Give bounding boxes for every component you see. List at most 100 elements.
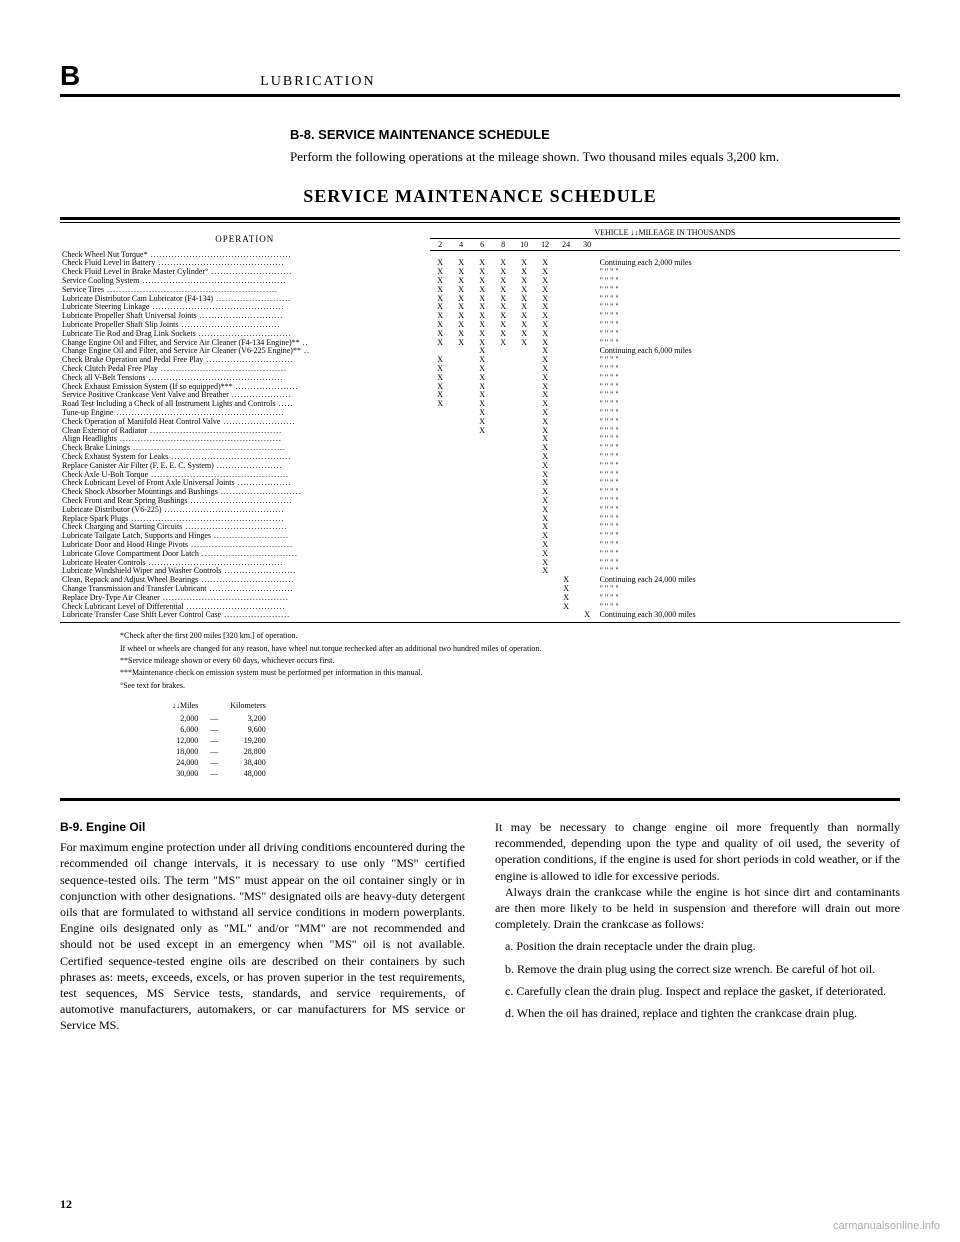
mark-cell xyxy=(430,603,451,612)
mark-cell xyxy=(535,576,556,585)
mark-cell: X xyxy=(577,611,598,620)
mark-cell xyxy=(514,471,535,480)
mark-cell xyxy=(430,471,451,480)
mark-cell xyxy=(472,603,493,612)
continuing-cell: " " " " xyxy=(598,374,900,383)
continuing-cell: " " " " xyxy=(598,295,900,304)
mark-cell xyxy=(514,391,535,400)
mark-cell xyxy=(577,576,598,585)
mark-cell xyxy=(472,471,493,480)
mark-cell xyxy=(556,497,577,506)
continuing-cell: " " " " xyxy=(598,321,900,330)
mark-cell xyxy=(472,479,493,488)
mark-cell xyxy=(556,356,577,365)
mark-cell xyxy=(514,365,535,374)
watermark: carmanualsonline.info xyxy=(833,1220,940,1232)
mark-cell xyxy=(430,462,451,471)
mark-cell xyxy=(514,488,535,497)
mark-cell xyxy=(577,347,598,356)
mark-cell xyxy=(577,365,598,374)
continuing-cell: " " " " xyxy=(598,365,900,374)
continuing-cell: " " " " xyxy=(598,479,900,488)
mark-cell xyxy=(514,506,535,515)
km-row: 6,000—9,600 xyxy=(172,725,276,734)
mark-cell xyxy=(577,409,598,418)
km-cell: — xyxy=(210,747,228,756)
continuing-cell: " " " " xyxy=(598,391,900,400)
mark-cell xyxy=(430,559,451,568)
mark-cell xyxy=(430,611,451,620)
mark-cell xyxy=(430,479,451,488)
mark-cell xyxy=(514,453,535,462)
mark-cell xyxy=(430,523,451,532)
mark-cell xyxy=(514,418,535,427)
mark-cell xyxy=(430,585,451,594)
mark-cell xyxy=(430,435,451,444)
mark-cell xyxy=(472,567,493,576)
mark-cell xyxy=(451,567,472,576)
mark-cell xyxy=(493,400,514,409)
mileage-col-header: 4 xyxy=(451,239,472,251)
mark-cell xyxy=(577,339,598,348)
mark-cell xyxy=(514,532,535,541)
mark-cell xyxy=(472,611,493,620)
mark-cell xyxy=(451,418,472,427)
mileage-col-header: 30 xyxy=(577,239,598,251)
km-table: ↓↓MilesKilometers 2,000—3,2006,000—9,600… xyxy=(170,699,278,780)
km-row: 30,000—48,000 xyxy=(172,769,276,778)
mark-cell xyxy=(535,603,556,612)
b9-heading: B-9. Engine Oil xyxy=(60,819,465,835)
continuing-cell: " " " " xyxy=(598,383,900,392)
km-cell: — xyxy=(210,758,228,767)
mark-cell xyxy=(472,585,493,594)
mark-cell xyxy=(514,515,535,524)
mark-cell xyxy=(577,488,598,497)
mark-cell xyxy=(493,603,514,612)
mark-cell xyxy=(514,559,535,568)
mark-cell xyxy=(451,515,472,524)
mark-cell xyxy=(556,488,577,497)
km-cell: — xyxy=(210,769,228,778)
operation-cell: Lubricate Transfer Case Shift Lever Cont… xyxy=(60,611,430,620)
mark-cell xyxy=(451,479,472,488)
mark-cell: X xyxy=(472,427,493,436)
mark-cell xyxy=(472,515,493,524)
mark-cell xyxy=(451,488,472,497)
mark-cell xyxy=(493,391,514,400)
mark-cell xyxy=(577,506,598,515)
mileage-col-header: 12 xyxy=(535,239,556,251)
mark-cell xyxy=(493,365,514,374)
continuing-cell: " " " " xyxy=(598,471,900,480)
mark-cell xyxy=(451,365,472,374)
mark-cell xyxy=(577,277,598,286)
mark-cell xyxy=(493,506,514,515)
mark-cell xyxy=(514,550,535,559)
mark-cell xyxy=(514,479,535,488)
intro-block: B-8. SERVICE MAINTENANCE SCHEDULE Perfor… xyxy=(290,127,900,166)
mark-cell xyxy=(451,550,472,559)
mark-cell xyxy=(451,541,472,550)
mark-cell xyxy=(451,506,472,515)
mark-cell xyxy=(493,453,514,462)
mark-cell xyxy=(556,330,577,339)
continuing-cell: " " " " xyxy=(598,550,900,559)
cont-col-header xyxy=(598,239,900,251)
mark-cell xyxy=(430,497,451,506)
mark-cell xyxy=(577,251,598,260)
mark-cell xyxy=(556,453,577,462)
mark-cell xyxy=(577,312,598,321)
continuing-cell: " " " " xyxy=(598,488,900,497)
mark-cell xyxy=(577,594,598,603)
mark-cell xyxy=(472,506,493,515)
footnotes: *Check after the first 200 miles [320 km… xyxy=(120,631,900,691)
mark-cell xyxy=(514,611,535,620)
mark-cell xyxy=(577,550,598,559)
mark-cell xyxy=(514,444,535,453)
mark-cell xyxy=(493,550,514,559)
mark-cell xyxy=(556,418,577,427)
km-header-cell: ↓↓Miles xyxy=(172,701,208,712)
mark-cell xyxy=(556,435,577,444)
mark-cell xyxy=(451,400,472,409)
mark-cell xyxy=(472,444,493,453)
mark-cell xyxy=(451,462,472,471)
